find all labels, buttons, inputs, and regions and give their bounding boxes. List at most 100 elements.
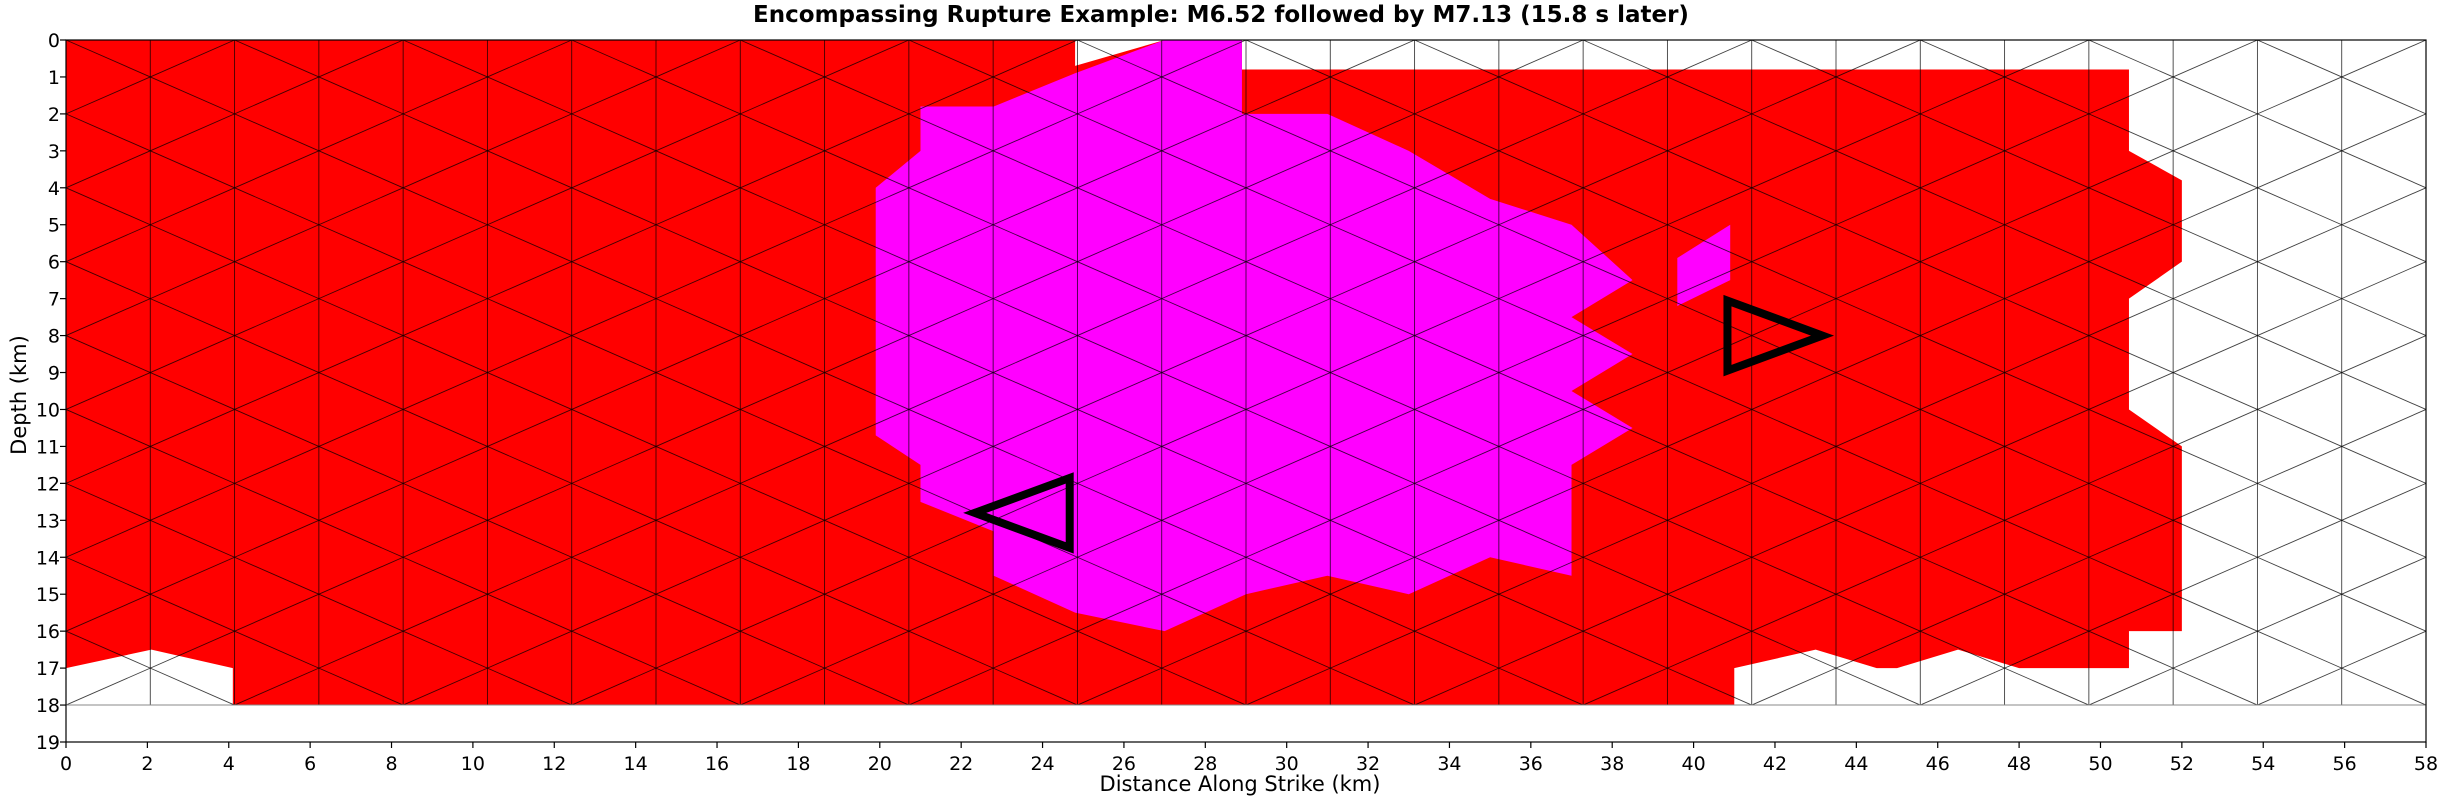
mesh-diagonal: [234, 409, 320, 447]
mesh-diagonal: [318, 667, 404, 706]
mesh-diagonal: [1330, 113, 1415, 152]
x-tick-label: 14: [624, 753, 648, 775]
mesh-diagonal: [740, 446, 825, 484]
mesh-diagonal: [1245, 556, 1331, 595]
mesh-diagonal: [1330, 409, 1415, 447]
mesh-diagonal: [318, 224, 404, 263]
mesh-diagonal: [1077, 335, 1162, 373]
mesh-diagonal: [824, 446, 910, 484]
mesh-diagonal: [2341, 39, 2427, 78]
mesh-diagonal: [908, 298, 994, 336]
mesh-diagonal: [655, 630, 741, 669]
mesh-diagonal: [150, 335, 235, 373]
mesh-diagonal: [234, 150, 320, 189]
mesh-diagonal: [402, 519, 488, 558]
mesh-diagonal: [234, 335, 320, 373]
mesh-diagonal: [1245, 482, 1331, 521]
mesh-diagonal: [1498, 519, 1584, 558]
mesh-diagonal: [740, 372, 825, 410]
mesh-diagonal: [1920, 519, 2005, 558]
mesh-diagonal: [655, 372, 741, 410]
mesh-diagonal: [1245, 224, 1331, 263]
mesh-diagonal: [2172, 150, 2258, 189]
mesh-diagonal: [234, 372, 320, 410]
mesh-diagonal: [1414, 113, 1500, 152]
mesh-diagonal: [2088, 409, 2174, 447]
mesh-diagonal: [2257, 519, 2342, 558]
mesh-diagonal: [1161, 630, 1247, 669]
mesh-diagonal: [487, 150, 572, 189]
mesh-diagonal: [992, 113, 1078, 152]
y-tick-label: 8: [48, 326, 60, 348]
mesh-diagonal: [908, 187, 994, 226]
mesh-diagonal: [655, 446, 741, 484]
mesh-diagonal: [2172, 224, 2258, 263]
mesh-diagonal: [1582, 446, 1668, 484]
mesh-diagonal: [1751, 482, 1837, 521]
mesh-diagonal: [487, 298, 572, 336]
mesh-diagonal: [571, 446, 657, 484]
mesh-diagonal: [1582, 298, 1668, 336]
mesh-diagonal: [1161, 298, 1247, 336]
mesh-diagonal: [1414, 556, 1500, 595]
mesh-diagonal: [655, 298, 741, 336]
mesh-diagonal: [65, 446, 151, 484]
mesh-diagonal: [992, 187, 1078, 226]
mesh-diagonal: [1077, 261, 1162, 300]
mesh-diagonal: [402, 261, 488, 300]
mesh-diagonal: [1161, 556, 1247, 595]
mesh-diagonal: [992, 335, 1078, 373]
mesh-diagonal: [1077, 482, 1162, 521]
mesh-diagonal: [487, 667, 572, 706]
y-tick-label: 13: [36, 510, 60, 532]
mesh-diagonal: [571, 335, 657, 373]
y-tick-label: 1: [48, 67, 60, 89]
mesh-diagonal: [2172, 482, 2258, 521]
mesh-diagonal: [2172, 113, 2258, 152]
mesh-diagonal: [2341, 150, 2427, 189]
mesh-diagonal: [1330, 446, 1415, 484]
mesh-diagonal: [2004, 409, 2090, 447]
mesh-diagonal: [2341, 409, 2427, 447]
mesh-diagonal: [2341, 76, 2427, 115]
mesh-diagonal: [1414, 261, 1500, 300]
mesh-diagonal: [1667, 335, 1752, 373]
mesh-diagonal: [402, 113, 488, 152]
y-tick-label: 12: [36, 473, 60, 495]
mesh-diagonal: [1498, 224, 1584, 263]
x-tick-label: 2: [141, 753, 153, 775]
mesh-diagonal: [487, 261, 572, 300]
mesh-diagonal: [2004, 298, 2090, 336]
mesh-diagonal: [655, 113, 741, 152]
mesh-diagonal: [1161, 593, 1247, 632]
mesh-diagonal: [1498, 261, 1584, 300]
mesh-diagonal: [1498, 409, 1584, 447]
mesh-diagonal: [318, 150, 404, 189]
mesh-diagonal: [2088, 372, 2174, 410]
mesh-diagonal: [908, 372, 994, 410]
x-tick-label: 52: [2170, 753, 2194, 775]
mesh-diagonal: [1920, 261, 2005, 300]
mesh-diagonal: [318, 76, 404, 115]
mesh-diagonal: [1077, 630, 1162, 669]
mesh-diagonal: [1835, 150, 1921, 189]
mesh-diagonal: [65, 298, 151, 336]
mesh-diagonal: [1582, 150, 1668, 189]
x-tick-label: 12: [542, 753, 566, 775]
mesh-diagonal: [1498, 150, 1584, 189]
plot-frame: [65, 39, 2427, 743]
mesh-diagonal: [65, 76, 151, 115]
mesh-diagonal: [234, 76, 320, 115]
mesh-diagonal: [655, 335, 741, 373]
x-tick-label: 54: [2251, 753, 2275, 775]
mesh-diagonal: [1414, 519, 1500, 558]
x-tick-label: 34: [1437, 753, 1461, 775]
mesh-diagonal: [740, 187, 825, 226]
mesh-diagonal: [150, 519, 235, 558]
mesh-diagonal: [150, 372, 235, 410]
mesh-diagonal: [1920, 446, 2005, 484]
mesh-diagonal: [1835, 409, 1921, 447]
mesh-diagonal: [65, 630, 151, 669]
mesh-diagonal: [1498, 630, 1584, 669]
mesh-diagonal: [1245, 39, 1331, 78]
